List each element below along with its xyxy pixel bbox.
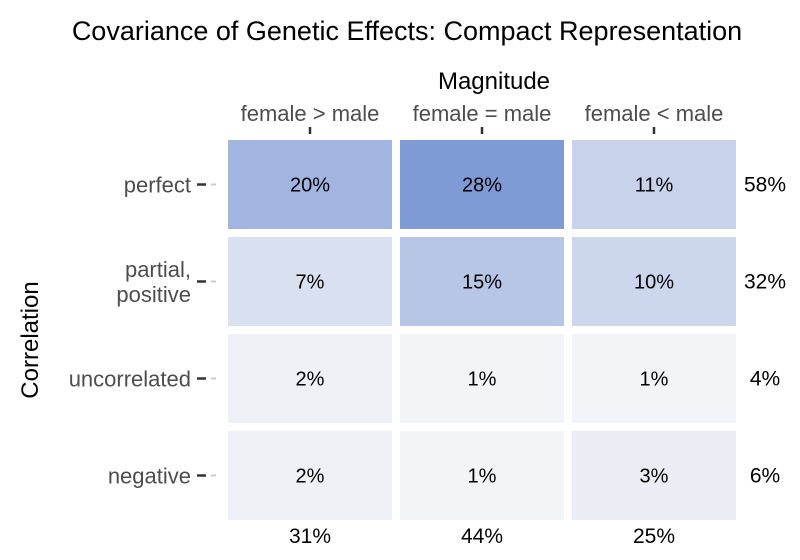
x-tick-label-female-male: female > male [241, 101, 380, 126]
column-total-label: 44% [461, 525, 503, 548]
chart-title: Covariance of Genetic Effects: Compact R… [72, 16, 742, 46]
cell-value-label: 3% [640, 466, 669, 488]
row-total-label: 4% [750, 368, 780, 391]
y-tick-label-uncorrelated: uncorrelated [69, 367, 191, 392]
heatmap-cell-r2-c1 [228, 237, 392, 326]
y-tick-label-partial-positive: partial, positive [116, 257, 191, 307]
heatmap-cell-r2-c3 [572, 237, 736, 326]
row-total-label: 6% [750, 465, 780, 488]
heatmap-cell-r1-c3 [572, 140, 736, 229]
heatmap-cell-r3-c2 [400, 334, 564, 423]
x-axis-ticks: female > male female = male female < male [241, 101, 724, 134]
cell-value-label: 20% [290, 175, 330, 197]
cell-value-label: 28% [462, 175, 502, 197]
cell-value-label: 1% [468, 369, 497, 391]
y-axis-title: Correlation [17, 281, 44, 398]
y-axis-ticks: perfect partial, positive uncorrelated negat… [69, 173, 216, 489]
column-total-label: 25% [633, 525, 675, 548]
heatmap-cell-r2-c2 [400, 237, 564, 326]
x-tick-label-female-male: female < male [585, 101, 724, 126]
cell-value-label: 2% [296, 369, 325, 391]
cell-value-label: 7% [296, 272, 325, 294]
x-axis-title: Magnitude [438, 68, 550, 95]
y-tick-label-perfect: perfect [124, 173, 191, 198]
row-total-label: 58% [744, 174, 786, 197]
cell-value-label: 1% [640, 369, 669, 391]
heatmap-cell-r4-c1 [228, 431, 392, 520]
row-totals: 58% 32% 4% 6% [744, 174, 786, 488]
cell-value-label: 11% [635, 175, 674, 197]
heatmap-cells: 20% 28% 11% 7% 15% 10% 2% 1% 1% 2% 1% 3% [228, 140, 736, 520]
column-total-label: 31% [289, 525, 331, 548]
cell-value-label: 2% [296, 466, 325, 488]
heatmap-cell-r3-c1 [228, 334, 392, 423]
y-tick-label-negative: negative [108, 464, 191, 489]
heatmap-cell-r4-c2 [400, 431, 564, 520]
column-totals: 31% 44% 25% [289, 525, 675, 548]
cell-value-label: 15% [462, 272, 502, 294]
row-total-label: 32% [744, 271, 786, 294]
heatmap-cell-r4-c3 [572, 431, 736, 520]
heatmap-cell-r3-c3 [572, 334, 736, 423]
cell-value-label: 1% [468, 466, 497, 488]
cell-value-label: 10% [634, 272, 674, 294]
x-tick-label-female-male: female = male [413, 101, 552, 126]
heatmap-cell-r1-c2 [400, 140, 564, 229]
heatmap-cell-r1-c1 [228, 140, 392, 229]
